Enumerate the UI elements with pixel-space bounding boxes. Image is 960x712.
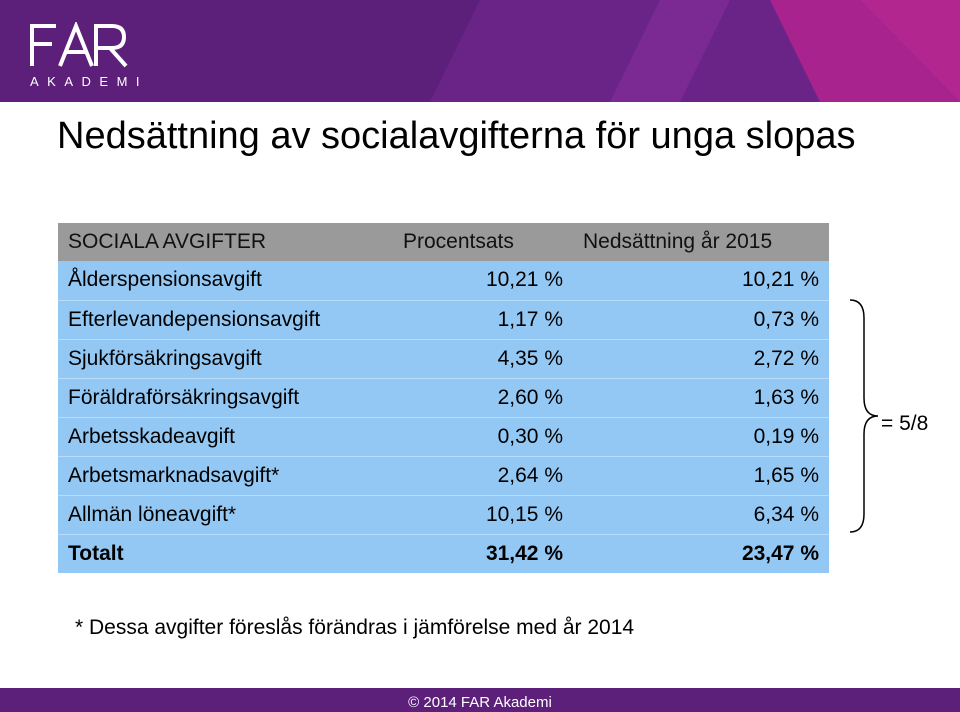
header-decoration — [430, 0, 960, 102]
curly-brace — [849, 299, 879, 533]
table-row: Ålderspensionsavgift 10,21 % 10,21 % — [58, 261, 829, 300]
total-rate: 31,42 % — [393, 533, 573, 573]
fee-reduction: 10,21 % — [741, 268, 819, 292]
table-total-row: Totalt 31,42 % 23,47 % — [58, 533, 829, 573]
total-reduction: 23,47 % — [573, 533, 829, 573]
footer-band — [0, 688, 960, 712]
fee-reduction: 0,19 % — [573, 416, 829, 456]
copyright: © 2014 FAR Akademi — [408, 694, 552, 711]
social-fees-table: SOCIALA AVGIFTER Procentsats Nedsättning… — [58, 223, 829, 573]
table-row: Föräldraförsäkringsavgift 2,60 % 1,63 % — [58, 377, 829, 417]
fee-rate: 10,15 % — [393, 494, 573, 534]
fee-name: Arbetsmarknadsavgift* — [58, 455, 393, 495]
fee-rate: 2,60 % — [393, 377, 573, 417]
page-title: Nedsättning av socialavgifterna för unga… — [57, 115, 856, 157]
table-header-row: SOCIALA AVGIFTER Procentsats Nedsättning… — [58, 223, 829, 261]
header-band: AKADEMI — [0, 0, 960, 102]
column-header-rate: Procentsats — [403, 230, 514, 253]
fee-name: Arbetsskadeavgift — [58, 416, 393, 456]
fee-reduction: 0,73 % — [573, 299, 829, 339]
footnote: * Dessa avgifter föreslås förändras i jä… — [75, 616, 635, 639]
table-row: Efterlevandepensionsavgift 1,17 % 0,73 % — [58, 299, 829, 339]
fee-rate: 2,64 % — [393, 455, 573, 495]
fee-rate: 4,35 % — [393, 338, 573, 378]
table-row: Sjukförsäkringsavgift 4,35 % 2,72 % — [58, 338, 829, 378]
logo-subtitle: AKADEMI — [30, 74, 149, 89]
fee-reduction: 6,34 % — [573, 494, 829, 534]
brace-label: = 5/8 — [881, 412, 929, 435]
fee-name: Föräldraförsäkringsavgift — [58, 377, 393, 417]
fee-reduction: 1,65 % — [573, 455, 829, 495]
table-row: Allmän löneavgift* 10,15 % 6,34 % — [58, 494, 829, 534]
fee-rate: 0,30 % — [393, 416, 573, 456]
far-logo — [30, 22, 128, 68]
fee-name: Sjukförsäkringsavgift — [58, 338, 393, 378]
column-header-reduction: Nedsättning år 2015 — [583, 230, 773, 253]
fee-name: Ålderspensionsavgift — [68, 268, 262, 292]
table-row: Arbetsmarknadsavgift* 2,64 % 1,65 % — [58, 455, 829, 495]
fee-reduction: 2,72 % — [573, 338, 829, 378]
total-label: Totalt — [58, 533, 393, 573]
fee-reduction: 1,63 % — [573, 377, 829, 417]
fee-name: Allmän löneavgift* — [58, 494, 393, 534]
column-header-fee: SOCIALA AVGIFTER — [68, 230, 267, 253]
fee-rate: 1,17 % — [393, 299, 573, 339]
fee-rate: 10,21 % — [485, 268, 563, 292]
fee-name: Efterlevandepensionsavgift — [58, 299, 393, 339]
table-row: Arbetsskadeavgift 0,30 % 0,19 % — [58, 416, 829, 456]
